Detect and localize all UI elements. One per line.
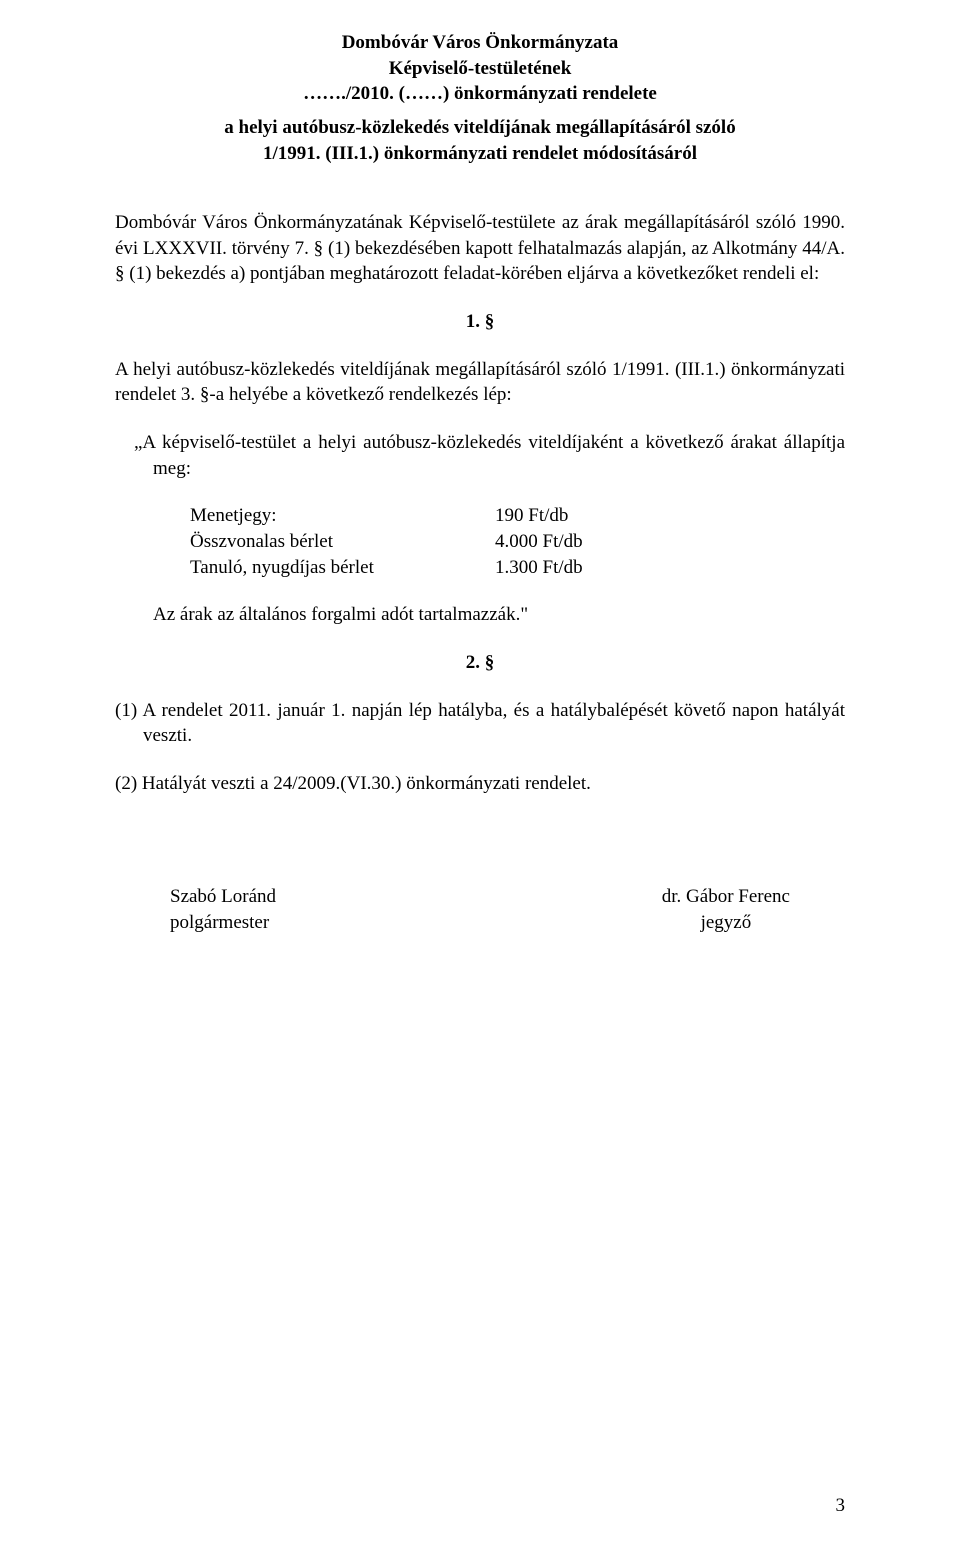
signature-block: Szabó Loránd polgármester dr. Gábor Fere… — [115, 884, 845, 935]
signer-title-right: jegyző — [662, 910, 790, 936]
header-line-3: ……./2010. (……) önkormányzati rendelete — [115, 81, 845, 107]
subtitle-line-2: 1/1991. (III.1.) önkormányzati rendelet … — [115, 141, 845, 167]
preamble-paragraph: Dombóvár Város Önkormányzatának Képvisel… — [115, 210, 845, 287]
section-2-number: 2. § — [115, 650, 845, 676]
signature-left: Szabó Loránd polgármester — [170, 884, 276, 935]
document-header: Dombóvár Város Önkormányzata Képviselő-t… — [115, 30, 845, 107]
section-1-number: 1. § — [115, 309, 845, 335]
quote-intro: „A képviselő-testület a helyi autóbusz-k… — [115, 430, 845, 481]
document-subtitle: a helyi autóbusz-közlekedés viteldíjának… — [115, 115, 845, 166]
subtitle-line-1: a helyi autóbusz-közlekedés viteldíjának… — [115, 115, 845, 141]
price-value: 1.300 Ft/db — [495, 555, 845, 581]
page-number: 3 — [836, 1493, 846, 1519]
header-line-2: Képviselő-testületének — [115, 56, 845, 82]
section-1-para-1: A helyi autóbusz-közlekedés viteldíjának… — [115, 357, 845, 408]
signer-title-left: polgármester — [170, 910, 276, 936]
signer-name-right: dr. Gábor Ferenc — [662, 884, 790, 910]
price-label: Tanuló, nyugdíjas bérlet — [190, 555, 495, 581]
price-row: Menetjegy: 190 Ft/db — [190, 503, 845, 529]
section-2-para-1: (1) A rendelet 2011. január 1. napján lé… — [115, 698, 845, 749]
price-label: Összvonalas bérlet — [190, 529, 495, 555]
quote-close: Az árak az általános forgalmi adót tarta… — [153, 602, 845, 628]
price-value: 190 Ft/db — [495, 503, 845, 529]
price-list: Menetjegy: 190 Ft/db Összvonalas bérlet … — [190, 503, 845, 580]
price-row: Összvonalas bérlet 4.000 Ft/db — [190, 529, 845, 555]
quote-block: „A képviselő-testület a helyi autóbusz-k… — [115, 430, 845, 628]
price-label: Menetjegy: — [190, 503, 495, 529]
signer-name-left: Szabó Loránd — [170, 884, 276, 910]
header-line-1: Dombóvár Város Önkormányzata — [115, 30, 845, 56]
signature-right: dr. Gábor Ferenc jegyző — [662, 884, 790, 935]
price-row: Tanuló, nyugdíjas bérlet 1.300 Ft/db — [190, 555, 845, 581]
section-2-para-2: (2) Hatályát veszti a 24/2009.(VI.30.) ö… — [115, 771, 845, 797]
price-value: 4.000 Ft/db — [495, 529, 845, 555]
